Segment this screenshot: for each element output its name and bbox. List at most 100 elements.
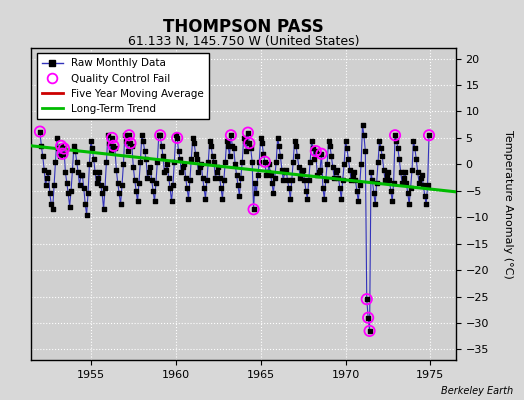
Point	[269, 190, 278, 197]
Point	[279, 177, 288, 184]
Point	[211, 174, 220, 181]
Point	[346, 166, 354, 173]
Point	[44, 169, 52, 176]
Point	[153, 158, 161, 165]
Point	[405, 201, 413, 207]
Point	[37, 143, 46, 149]
Point	[77, 172, 85, 178]
Point	[310, 156, 319, 162]
Point	[210, 158, 218, 165]
Point	[57, 143, 66, 149]
Point	[84, 190, 92, 197]
Point	[57, 143, 66, 149]
Point	[49, 206, 57, 212]
Text: Berkeley Earth: Berkeley Earth	[441, 386, 514, 396]
Point	[85, 161, 94, 168]
Point	[343, 145, 351, 152]
Point	[409, 137, 418, 144]
Point	[329, 164, 337, 170]
Point	[322, 177, 330, 184]
Point	[139, 137, 147, 144]
Point	[90, 156, 98, 162]
Point	[173, 135, 181, 141]
Point	[252, 190, 260, 197]
Point	[412, 156, 420, 162]
Point	[225, 153, 234, 160]
Point	[181, 174, 190, 181]
Point	[302, 188, 310, 194]
Point	[245, 140, 254, 146]
Point	[36, 128, 44, 135]
Point	[228, 143, 236, 149]
Point	[156, 132, 165, 138]
Point	[60, 145, 68, 152]
Point	[391, 132, 399, 138]
Point	[341, 137, 350, 144]
Point	[344, 156, 353, 162]
Point	[92, 180, 101, 186]
Point	[134, 198, 142, 204]
Point	[132, 188, 140, 194]
Point	[359, 132, 368, 138]
Point	[224, 143, 232, 149]
Point	[71, 148, 80, 154]
Point	[353, 188, 361, 194]
Point	[80, 185, 88, 191]
Point	[157, 143, 166, 149]
Point	[363, 296, 371, 302]
Point	[333, 166, 341, 173]
Point	[415, 180, 423, 186]
Point	[156, 132, 165, 138]
Point	[162, 166, 170, 173]
Legend: Raw Monthly Data, Quality Control Fail, Five Year Moving Average, Long-Term Tren: Raw Monthly Data, Quality Control Fail, …	[37, 53, 209, 119]
Point	[354, 198, 363, 204]
Point	[82, 211, 91, 218]
Point	[402, 180, 410, 186]
Point	[231, 161, 239, 168]
Point	[119, 161, 128, 168]
Point	[142, 156, 150, 162]
Point	[401, 169, 409, 176]
Point	[408, 166, 416, 173]
Point	[384, 169, 392, 176]
Point	[47, 201, 56, 207]
Point	[209, 153, 217, 160]
Point	[68, 166, 77, 173]
Point	[283, 177, 292, 184]
Point	[423, 182, 432, 189]
Point	[155, 132, 163, 138]
Point	[124, 148, 132, 154]
Point	[261, 158, 269, 165]
Point	[195, 164, 204, 170]
Point	[334, 174, 343, 181]
Point	[187, 156, 195, 162]
Point	[265, 161, 274, 168]
Point	[399, 174, 408, 181]
Point	[293, 153, 302, 160]
Point	[387, 188, 395, 194]
Point	[98, 190, 106, 197]
Point	[375, 137, 384, 144]
Point	[323, 161, 331, 168]
Point	[392, 137, 401, 144]
Point	[275, 143, 283, 149]
Point	[125, 132, 133, 138]
Point	[377, 145, 385, 152]
Point	[145, 169, 153, 176]
Point	[74, 169, 82, 176]
Point	[417, 174, 425, 181]
Point	[268, 180, 276, 186]
Point	[152, 180, 160, 186]
Point	[197, 161, 205, 168]
Point	[184, 196, 193, 202]
Point	[122, 137, 130, 144]
Point	[108, 135, 116, 141]
Point	[261, 158, 269, 165]
Point	[62, 180, 71, 186]
Point	[248, 158, 256, 165]
Point	[126, 140, 135, 146]
Point	[194, 169, 203, 176]
Point	[319, 185, 327, 191]
Point	[72, 158, 81, 165]
Point	[58, 150, 67, 157]
